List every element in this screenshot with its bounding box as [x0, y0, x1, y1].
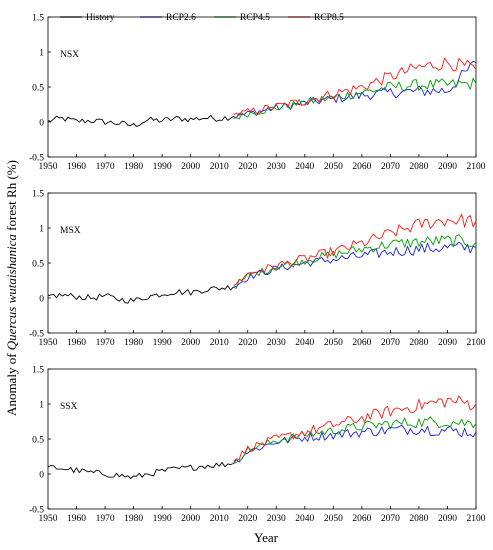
x-tick-label: 2080 [409, 514, 428, 524]
panel-label: NSX [60, 50, 79, 60]
y-axis-title: Anomaly of Quercus wutaishanica forest R… [4, 160, 19, 416]
x-tick-label: 2100 [467, 514, 486, 524]
x-tick-label: 1990 [153, 162, 172, 172]
x-tick-label: 2070 [381, 338, 400, 348]
y-tick-label: -0.5 [29, 329, 44, 339]
x-tick-label: 1960 [67, 162, 86, 172]
x-tick-label: 2090 [438, 514, 457, 524]
plot-frame [47, 192, 477, 334]
x-tick-label: 1990 [153, 338, 172, 348]
y-tick-label: 1 [39, 224, 44, 234]
x-tick-label: 1980 [124, 514, 143, 524]
series-line-rcp45 [233, 416, 477, 464]
x-tick-label: 2010 [210, 338, 229, 348]
legend: History RCP2.6 RCP4.5 RCP8.5 [60, 13, 344, 23]
chart-panel-msx: -0.5 0 0.5 1 1.5 1950 1960 1970 1980 1990 2000 2010… [29, 189, 486, 348]
y-tick-label: 1.5 [32, 13, 44, 23]
y-axis-title-part: forest Rh (%) [4, 160, 19, 234]
series-line-history [47, 114, 234, 127]
legend-item: RCP4.5 [214, 13, 270, 23]
x-tick-label: 2100 [467, 338, 486, 348]
x-tick-label: 2080 [409, 162, 428, 172]
x-tick-label: 1970 [96, 514, 115, 524]
x-tick-label: 2000 [181, 162, 200, 172]
x-tick-label: 2050 [324, 162, 343, 172]
x-tick-label: 2070 [381, 162, 400, 172]
chart-panel-nsx: -0.5 0 0.5 1 1.5 1950 1960 1970 1980 1990 2000 2010… [29, 13, 486, 172]
x-tick-label: 1970 [96, 162, 115, 172]
y-tick-label: 0.5 [32, 435, 44, 445]
panel-label: SSX [60, 402, 78, 412]
x-tick-label: 2080 [409, 338, 428, 348]
x-tick-label: 2040 [295, 162, 314, 172]
x-tick-label: 1970 [96, 338, 115, 348]
x-tick-label: 2000 [181, 514, 200, 524]
x-tick-label: 2040 [295, 514, 314, 524]
x-tick-label: 2010 [210, 162, 229, 172]
y-axis-title-species: Quercus wutaishanica [4, 234, 19, 351]
plot-frame [47, 16, 477, 158]
legend-item: RCP8.5 [288, 13, 344, 23]
x-tick-label: 1980 [124, 338, 143, 348]
x-tick-label: 2060 [352, 162, 371, 172]
x-tick-label: 2040 [295, 338, 314, 348]
chart-panels: -0.5 0 0.5 1 1.5 1950 1960 1970 1980 1990 2000 2010… [29, 13, 486, 524]
x-tick-label: 2060 [352, 338, 371, 348]
y-axis-title-part: Anomaly of [4, 350, 19, 416]
x-tick-label: 2090 [438, 162, 457, 172]
series-line-rcp45 [233, 234, 477, 289]
x-tick-label: 2020 [238, 338, 257, 348]
y-tick-label: 1 [39, 48, 44, 58]
x-tick-label: 1950 [39, 514, 58, 524]
x-tick-label: 1960 [67, 514, 86, 524]
x-tick-label: 2070 [381, 514, 400, 524]
y-tick-label: 0.5 [32, 259, 44, 269]
y-tick-label: -0.5 [29, 505, 44, 515]
plot-frame [47, 368, 477, 510]
series-line-rcp26 [233, 424, 477, 464]
series-line-history [47, 461, 234, 479]
x-tick-label: 1990 [153, 514, 172, 524]
x-tick-label: 2060 [352, 514, 371, 524]
x-tick-label: 2050 [324, 338, 343, 348]
series-line-rcp85 [233, 395, 477, 462]
x-tick-label: 2010 [210, 514, 229, 524]
legend-label: History [86, 13, 115, 23]
x-tick-label: 2030 [267, 514, 286, 524]
x-tick-label: 2030 [267, 338, 286, 348]
y-tick-label: 1 [39, 400, 44, 410]
x-tick-label: 1950 [39, 162, 58, 172]
x-tick-label: 2000 [181, 338, 200, 348]
x-tick-label: 2100 [467, 162, 486, 172]
legend-label: RCP8.5 [314, 13, 344, 23]
x-tick-label: 1960 [67, 338, 86, 348]
x-tick-label: 2050 [324, 514, 343, 524]
x-tick-label: 2030 [267, 162, 286, 172]
x-tick-label: 2090 [438, 338, 457, 348]
legend-label: RCP4.5 [240, 13, 270, 23]
y-tick-label: 0 [39, 470, 44, 480]
series-line-rcp45 [233, 77, 477, 120]
legend-item: RCP2.6 [140, 13, 196, 23]
series-line-rcp85 [233, 213, 477, 286]
series-line-history [47, 285, 234, 304]
y-tick-label: 0 [39, 294, 44, 304]
x-axis-title: Year [254, 530, 279, 545]
y-tick-label: -0.5 [29, 153, 44, 163]
y-tick-label: 0.5 [32, 83, 44, 93]
series-line-rcp85 [233, 57, 477, 116]
panel-label: MSX [60, 226, 81, 236]
x-tick-label: 1980 [124, 162, 143, 172]
y-tick-label: 0 [39, 118, 44, 128]
x-tick-label: 2020 [238, 514, 257, 524]
chart-panel-ssx: -0.5 0 0.5 1 1.5 1950 1960 1970 1980 1990 2000 2010… [29, 365, 486, 524]
x-tick-label: 1950 [39, 338, 58, 348]
legend-label: RCP2.6 [166, 13, 196, 23]
x-tick-label: 2020 [238, 162, 257, 172]
legend-item: History [60, 13, 115, 23]
y-tick-label: 1.5 [32, 365, 44, 375]
series-line-rcp26 [233, 241, 477, 288]
y-tick-label: 1.5 [32, 189, 44, 199]
